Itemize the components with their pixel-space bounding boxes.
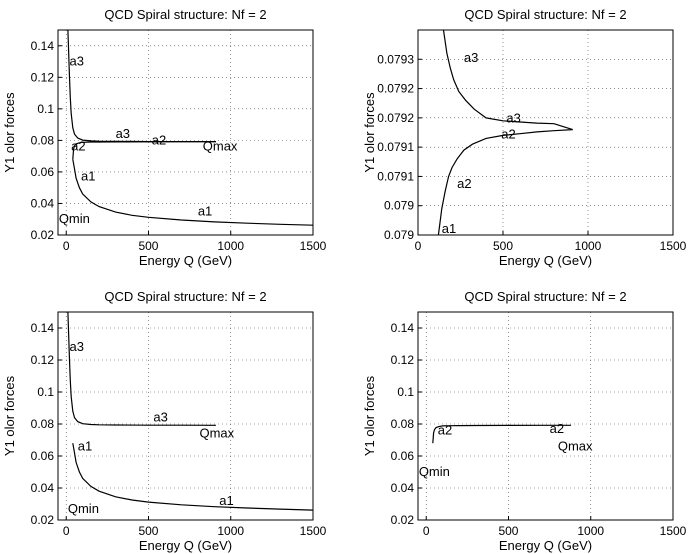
plot-area xyxy=(57,311,314,521)
x-tick-label: 1500 xyxy=(660,239,687,253)
annotation-label: a2 xyxy=(71,139,85,154)
annotation-label: Qmin xyxy=(68,501,99,516)
y-tick-label: 0.0791 xyxy=(377,140,414,154)
y-tick-label: 0.12 xyxy=(391,353,415,367)
y-tick-label: 0.14 xyxy=(31,39,55,53)
y-tick-label: 0.1 xyxy=(37,102,54,116)
chart-title: QCD Spiral structure: Nf = 2 xyxy=(464,7,626,22)
y-tick-label: 0.12 xyxy=(31,70,55,84)
x-axis-label: Energy Q (GeV) xyxy=(499,253,592,268)
x-axis-label: Energy Q (GeV) xyxy=(499,538,592,553)
x-tick-label: 1500 xyxy=(660,524,687,538)
y-axis-label: Y1 olor forces xyxy=(362,375,377,456)
y-tick-label: 0.12 xyxy=(31,353,55,367)
y-tick-label: 0.08 xyxy=(31,417,55,431)
y-tick-label: 0.04 xyxy=(31,196,55,210)
annotation-label: a2 xyxy=(550,421,564,436)
x-axis-label: Energy Q (GeV) xyxy=(139,538,232,553)
x-tick-label: 500 xyxy=(138,239,158,253)
y-tick-label: 0.06 xyxy=(31,449,55,463)
chart-panel-4: 0 500 1000 1500 0.02 0.04 0.06 0.08 0.1 0.12 0.14 a… xyxy=(362,289,687,553)
y-tick-label: 0.1 xyxy=(37,385,54,399)
annotation-label: a2 xyxy=(501,126,515,141)
annotation-label: a1 xyxy=(198,203,212,218)
y-tick-label: 0.1 xyxy=(397,385,414,399)
x-tick-label: 500 xyxy=(138,524,158,538)
y-axis-label: Y1 olor forces xyxy=(2,92,17,173)
x-tick-label: 0 xyxy=(423,524,430,538)
y-tick-label: 0.08 xyxy=(31,133,55,147)
chart-panel-3: 0 500 1000 1500 0.02 0.04 0.06 0.08 0.1 0.12 0.14 a… xyxy=(2,289,327,553)
x-tick-label: 0 xyxy=(415,239,422,253)
y-tick-label: 0.06 xyxy=(31,165,55,179)
y-tick-label: 0.06 xyxy=(391,449,415,463)
y-tick-label: 0.14 xyxy=(31,321,55,335)
y-tick-label: 0.0793 xyxy=(377,52,414,66)
chart-title: QCD Spiral structure: Nf = 2 xyxy=(464,289,626,304)
series-line-a1 xyxy=(72,159,313,226)
x-axis-label: Energy Q (GeV) xyxy=(139,253,232,268)
annotation-label: a3 xyxy=(70,53,84,68)
plot-area xyxy=(57,29,314,236)
series-line-a3 xyxy=(442,30,573,131)
annotation-label: a1 xyxy=(219,493,233,508)
x-tick-label: 1000 xyxy=(575,239,602,253)
annotation-label: a3 xyxy=(153,410,167,425)
x-tick-label: 500 xyxy=(498,524,518,538)
y-tick-label: 0.04 xyxy=(31,481,55,495)
y-axis-label: Y1 olor forces xyxy=(2,375,17,456)
y-tick-label: 0.079 xyxy=(384,228,414,242)
x-tick-label: 1500 xyxy=(300,524,327,538)
annotation-label: Qmax xyxy=(203,139,238,154)
annotation-label: a3 xyxy=(70,339,84,354)
series-line-a3 xyxy=(67,312,216,426)
annotation-label: a3 xyxy=(506,111,520,126)
y-tick-label: 0.0791 xyxy=(377,169,414,183)
y-tick-label: 0.0792 xyxy=(377,82,414,96)
x-tick-label: 1000 xyxy=(217,239,244,253)
y-tick-label: 0.079 xyxy=(384,199,414,213)
annotation-label: Qmax xyxy=(199,426,234,441)
x-tick-label: 0 xyxy=(63,239,70,253)
annotation-label: a1 xyxy=(78,438,92,453)
chart-title: QCD Spiral structure: Nf = 2 xyxy=(104,7,266,22)
annotation-label: a2 xyxy=(152,132,166,147)
x-tick-label: 500 xyxy=(493,239,513,253)
series-line-a2 xyxy=(72,141,216,160)
annotation-label: a1 xyxy=(81,169,95,184)
x-tick-label: 0 xyxy=(63,524,70,538)
y-tick-label: 0.14 xyxy=(391,321,415,335)
y-tick-label: 0.0792 xyxy=(377,111,414,125)
annotation-label: a1 xyxy=(442,221,456,236)
annotation-label: a2 xyxy=(438,422,452,437)
series-line-a1 xyxy=(72,443,313,511)
x-tick-label: 1000 xyxy=(217,524,244,538)
chart-panel-2: 0 500 1000 1500 0.079 0.079 0.0791 0.0791 0.0792… xyxy=(362,7,687,268)
annotation-label: Qmin xyxy=(419,464,450,479)
series-line-a2 xyxy=(437,129,573,235)
y-tick-label: 0.08 xyxy=(391,417,415,431)
annotation-label: a2 xyxy=(457,176,471,191)
x-tick-label: 1000 xyxy=(577,524,604,538)
annotation-label: Qmin xyxy=(59,211,90,226)
y-tick-label: 0.02 xyxy=(31,513,55,527)
annotation-label: a3 xyxy=(116,126,130,141)
series-line-a2 xyxy=(432,424,571,444)
y-axis-label: Y1 olor forces xyxy=(362,92,377,173)
x-tick-label: 1500 xyxy=(300,239,327,253)
y-tick-label: 0.04 xyxy=(391,481,415,495)
plot-area xyxy=(417,311,674,521)
chart-title: QCD Spiral structure: Nf = 2 xyxy=(104,289,266,304)
y-tick-label: 0.02 xyxy=(31,228,55,242)
y-tick-label: 0.02 xyxy=(391,513,415,527)
plot-area xyxy=(417,29,674,236)
chart-panel-1: 0 500 1000 1500 0.02 0.04 0.06 0.08 0.1 0.12 0.14 a… xyxy=(2,7,327,268)
annotation-label: Qmax xyxy=(558,438,593,453)
annotation-label: a3 xyxy=(464,50,478,65)
